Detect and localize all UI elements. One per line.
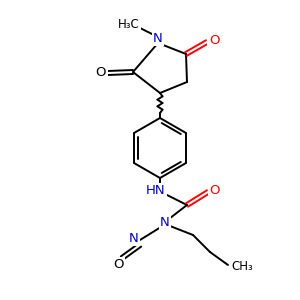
- Text: N: N: [153, 32, 163, 44]
- Text: O: O: [96, 67, 106, 80]
- Text: O: O: [210, 184, 220, 197]
- Text: O: O: [209, 34, 219, 47]
- Text: H₃C: H₃C: [118, 19, 140, 32]
- Text: CH₃: CH₃: [231, 260, 253, 272]
- Text: HN: HN: [146, 184, 166, 197]
- Text: N: N: [160, 217, 170, 230]
- Text: O: O: [113, 259, 123, 272]
- Text: N: N: [129, 232, 139, 244]
